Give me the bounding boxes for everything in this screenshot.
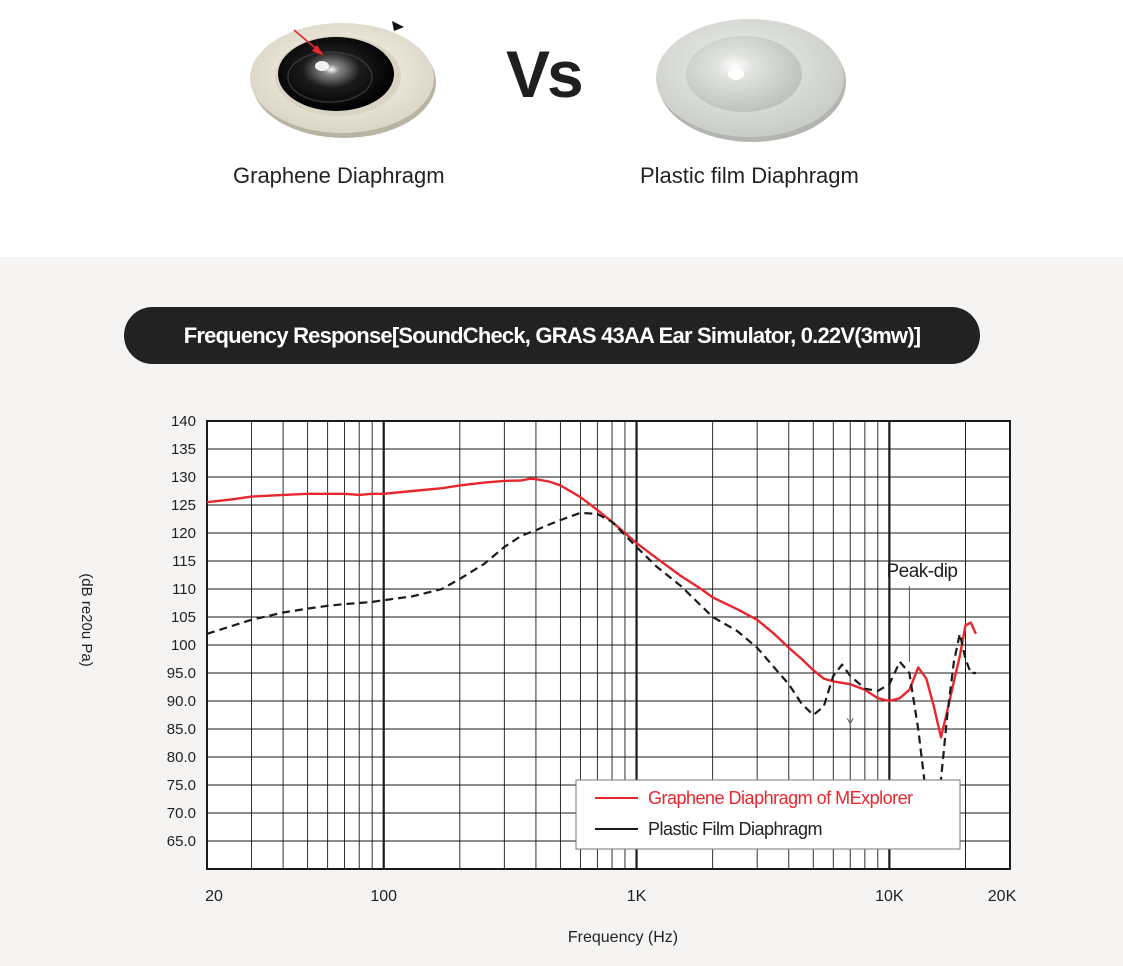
y-tick-label: 110 xyxy=(172,581,196,598)
y-tick-label: 120 xyxy=(171,525,196,542)
graphene-series-line xyxy=(206,477,977,739)
y-tick-label: 105 xyxy=(171,609,196,626)
peak-dip-arrowhead xyxy=(846,718,854,725)
chart-title: Frequency Response[SoundCheck, GRAS 43AA… xyxy=(124,307,980,364)
graphene-label: Graphene Diaphragm xyxy=(233,163,445,188)
plastic-series-line xyxy=(206,511,976,826)
y-tick-label: 130 xyxy=(171,469,196,486)
x-tick-labels: 20 100 1K 10K 20K xyxy=(205,888,1016,905)
legend-entry: Plastic Film Diaphragm xyxy=(648,819,822,839)
plastic-diaphragm-image xyxy=(656,19,846,142)
x-tick-label: 100 xyxy=(370,888,397,905)
peak-dip-annotation: Peak-dip xyxy=(846,561,958,725)
y-tick-label: 140 xyxy=(171,413,196,430)
y-tick-label: 75.0 xyxy=(167,777,196,794)
y-axis-label: (dB re20u Pa) xyxy=(78,573,95,666)
x-tick-label: 20 xyxy=(205,888,223,905)
x-tick-label: 1K xyxy=(627,888,647,905)
legend-box xyxy=(575,779,961,850)
chart-legend: Graphene Diaphragm of MExplorer Plastic F… xyxy=(575,779,961,850)
y-tick-label: 135 xyxy=(171,441,196,458)
vs-text: Vs xyxy=(506,37,584,111)
y-tick-label: 125 xyxy=(171,497,196,514)
y-tick-label: 90.0 xyxy=(167,693,196,710)
y-tick-label: 85.0 xyxy=(167,721,196,738)
graphene-diaphragm-image xyxy=(250,21,436,138)
y-tick-label: 100 xyxy=(171,637,196,654)
x-axis-label: Frequency (Hz) xyxy=(568,929,678,946)
chart-series xyxy=(206,477,977,826)
y-tick-labels: 140 135 130 125 120 115 110 105 100 95.0 90.0 85.0 8… xyxy=(167,413,196,850)
y-tick-label: 65.0 xyxy=(167,833,196,850)
y-tick-label: 70.0 xyxy=(167,805,196,822)
y-tick-label: 80.0 xyxy=(167,749,196,766)
product-comparison-header: Graphene Diaphragm Vs Plastic film Diaph… xyxy=(0,0,1123,257)
legend-entry: Graphene Diaphragm of MExplorer xyxy=(648,788,913,808)
x-tick-label: 10K xyxy=(875,888,904,905)
y-tick-label: 95.0 xyxy=(167,665,196,682)
y-tick-label: 115 xyxy=(172,553,196,570)
peak-dip-label: Peak-dip xyxy=(887,561,958,582)
x-tick-label: 20K xyxy=(988,888,1017,905)
plastic-label: Plastic film Diaphragm xyxy=(640,163,859,188)
